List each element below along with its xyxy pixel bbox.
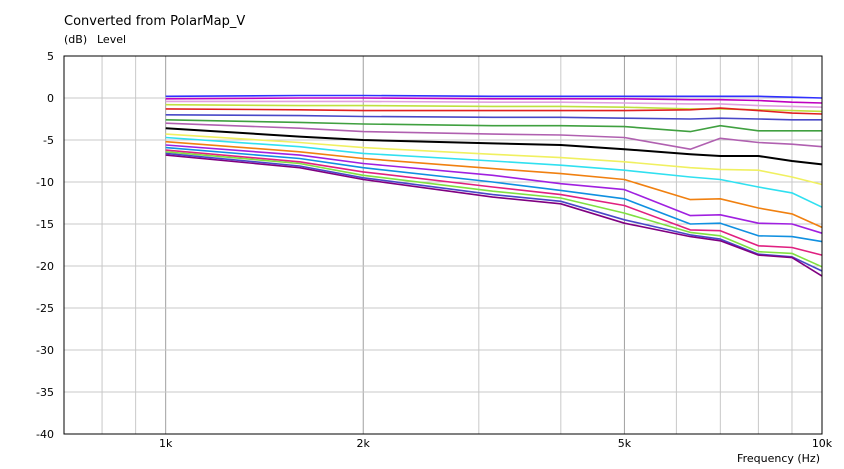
y-tick-label: -25 xyxy=(36,302,54,315)
y-tick-label: -40 xyxy=(36,428,54,441)
x-tick-label: 5k xyxy=(618,437,632,450)
series-line-5 xyxy=(165,107,823,115)
x-axis-label: Frequency (Hz) xyxy=(737,452,820,465)
y-tick-label: -30 xyxy=(36,344,54,357)
series-line-4 xyxy=(165,103,823,113)
series-line-9 xyxy=(165,127,823,166)
plot-area xyxy=(64,56,822,434)
y-tick-label: 0 xyxy=(47,92,54,105)
y-axis-unit: (dB) xyxy=(64,33,87,46)
series-line-18 xyxy=(165,154,823,277)
y-tick-label: -20 xyxy=(36,260,54,273)
series-line-10 xyxy=(165,133,823,186)
y-tick-label: -5 xyxy=(43,134,54,147)
series-line-8 xyxy=(165,122,823,150)
series-line-17 xyxy=(165,152,823,272)
y-axis-label: Level xyxy=(97,33,126,46)
series-group xyxy=(165,94,823,277)
plot-frame xyxy=(63,55,823,435)
series-line-14 xyxy=(165,146,823,243)
series-line-15 xyxy=(165,149,823,256)
x-tick-label: 10k xyxy=(812,437,833,450)
series-line-13 xyxy=(165,144,823,234)
series-line-1 xyxy=(165,94,823,99)
chart-title: Converted from PolarMap_V xyxy=(64,14,245,29)
series-line-12 xyxy=(165,140,823,229)
series-line-11 xyxy=(165,136,823,208)
y-tick-label: 5 xyxy=(47,50,54,63)
y-tick-labels: 5 0 -5 -10 -15 -20 -25 -30 -35 -40 xyxy=(36,50,54,441)
series-line-6 xyxy=(165,114,822,121)
series-line-2 xyxy=(165,97,823,104)
y-tick-label: -10 xyxy=(36,176,54,189)
x-tick-label: 1k xyxy=(159,437,173,450)
y-tick-label: -35 xyxy=(36,386,54,399)
series-line-3 xyxy=(165,100,823,108)
y-tick-label: -15 xyxy=(36,218,54,231)
series-line-7 xyxy=(165,119,822,133)
series-line-16 xyxy=(165,151,823,268)
x-tick-label: 2k xyxy=(357,437,371,450)
x-tick-labels: 1k 2k 5k 10k xyxy=(159,437,833,450)
